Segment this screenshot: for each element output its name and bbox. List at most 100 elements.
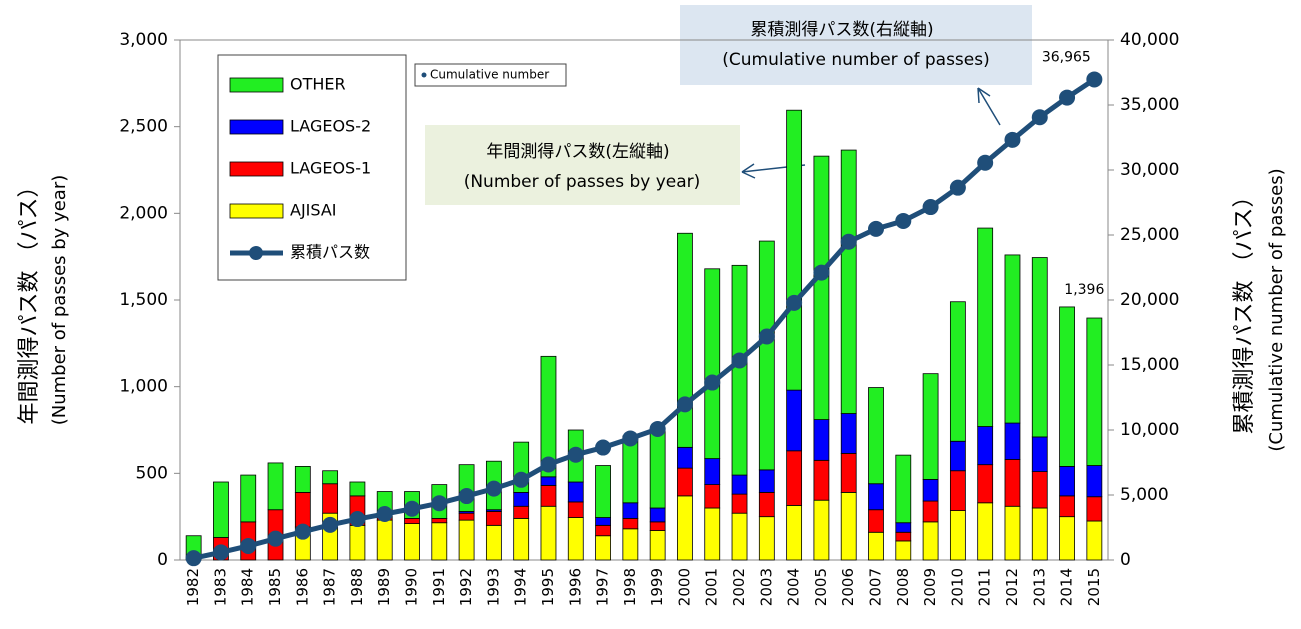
- marker: [322, 516, 339, 533]
- bar: [949, 470, 966, 512]
- x-tick-label: 2012: [1003, 568, 1021, 606]
- marker: [786, 294, 803, 311]
- bar: [622, 502, 639, 519]
- bar: [622, 528, 639, 561]
- bar: [758, 491, 775, 518]
- bar: [540, 355, 557, 478]
- bar: [431, 522, 448, 561]
- legend-swatch: [229, 77, 284, 93]
- marker: [895, 212, 912, 229]
- legend-swatch: [229, 119, 284, 135]
- x-tick-label: 2007: [867, 568, 885, 606]
- x-tick-label: 2011: [976, 568, 994, 606]
- bar: [567, 517, 584, 561]
- x-tick-label: 2001: [703, 568, 721, 606]
- bar: [977, 426, 994, 466]
- bar: [322, 470, 339, 485]
- bar: [513, 518, 530, 561]
- bar: [786, 504, 803, 561]
- y2-tick-label: 15,000: [1120, 355, 1179, 375]
- annotation: 累積測得パス数(右縦軸): [750, 20, 933, 40]
- bar: [513, 491, 530, 507]
- bar: [1031, 507, 1048, 561]
- x-tick-label: 1989: [375, 568, 393, 606]
- x-tick-label: 2010: [948, 568, 966, 606]
- bar: [922, 521, 939, 561]
- bar: [1086, 317, 1103, 466]
- bar: [895, 522, 912, 533]
- y2-tick-label: 40,000: [1120, 30, 1179, 50]
- x-tick-label: 1999: [648, 568, 666, 606]
- bar: [485, 524, 502, 561]
- x-tick-label: 1986: [293, 568, 311, 606]
- legend-extra-marker: [421, 72, 427, 78]
- bar: [677, 467, 693, 497]
- x-tick-label: 2003: [757, 568, 775, 606]
- marker: [922, 199, 939, 216]
- bar: [595, 517, 611, 526]
- bar: [786, 109, 803, 391]
- bar: [786, 450, 803, 506]
- x-tick-label: 2008: [894, 568, 912, 606]
- x-tick-label: 2002: [730, 568, 748, 606]
- legend-extra-box: [414, 63, 567, 87]
- legend-label: OTHER: [290, 75, 346, 94]
- bar: [813, 459, 830, 501]
- bar: [294, 491, 311, 528]
- bar: [1031, 257, 1048, 438]
- marker: [949, 179, 966, 196]
- y-tick-label: 2,000: [119, 203, 168, 223]
- marker: [567, 446, 584, 463]
- bar: [1059, 465, 1075, 497]
- legend-swatch: [229, 161, 284, 177]
- bar: [758, 469, 775, 493]
- marker: [731, 352, 748, 369]
- bar: [840, 452, 857, 493]
- bar: [840, 413, 857, 454]
- bar: [595, 524, 611, 537]
- bar: [813, 499, 830, 561]
- bar: [349, 524, 366, 561]
- x-tick-label: 1984: [239, 568, 257, 606]
- bar: [485, 511, 502, 526]
- annotation: (Number of passes by year): [464, 172, 701, 192]
- bar: [1086, 496, 1103, 522]
- legend-label: LAGEOS-2: [290, 117, 371, 136]
- marker: [294, 523, 311, 540]
- bar: [704, 268, 721, 459]
- annotation: 1,396: [1064, 282, 1104, 298]
- bar: [1086, 520, 1103, 561]
- x-tick-label: 2009: [921, 568, 939, 606]
- bar: [1004, 505, 1021, 561]
- bar: [404, 523, 420, 561]
- x-tick-label: 1993: [484, 568, 502, 606]
- marker: [540, 456, 557, 473]
- bar: [868, 483, 884, 511]
- bar: [649, 427, 666, 509]
- bar: [868, 387, 884, 485]
- y2-axis-title: (Cumulative number of passes): [1266, 168, 1287, 451]
- x-tick-label: 2015: [1085, 568, 1103, 606]
- y2-tick-label: 10,000: [1120, 420, 1179, 440]
- bar: [704, 458, 721, 486]
- x-tick-label: 1982: [184, 568, 202, 606]
- x-tick-label: 1996: [566, 568, 584, 606]
- y2-tick-label: 5,000: [1120, 485, 1169, 505]
- bar: [213, 481, 229, 538]
- x-tick-label: 1991: [430, 568, 448, 606]
- bar: [1031, 436, 1048, 472]
- bar: [922, 373, 939, 480]
- marker: [813, 264, 830, 281]
- x-tick-label: 1983: [211, 568, 229, 606]
- bar: [240, 474, 257, 523]
- bar: [540, 505, 557, 561]
- bar: [895, 454, 912, 524]
- bar: [1031, 471, 1048, 509]
- bar: [840, 149, 857, 414]
- bar: [895, 540, 912, 561]
- x-tick-label: 1987: [321, 568, 339, 606]
- marker: [267, 530, 284, 547]
- bar: [431, 518, 448, 524]
- bar: [977, 464, 994, 504]
- marker: [595, 439, 612, 456]
